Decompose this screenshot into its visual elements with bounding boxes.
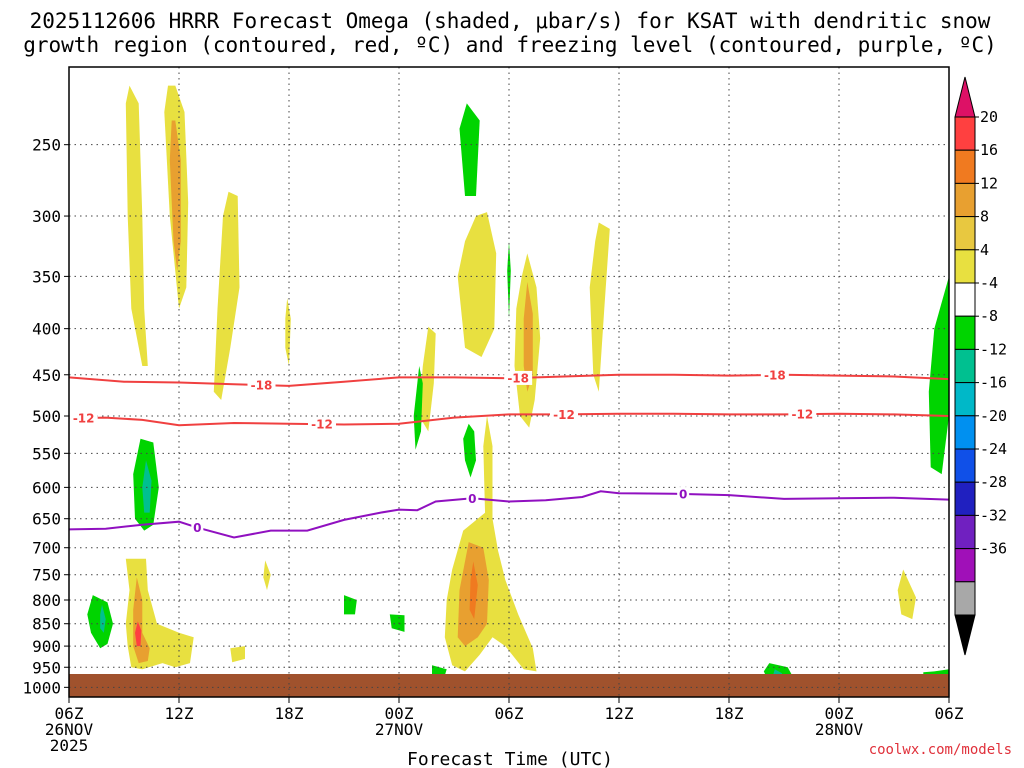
x-tick-label-6: 18Z [715, 704, 744, 723]
x-tick-label-4: 06Z [495, 704, 524, 723]
colorbar-label-10: -24 [980, 440, 1007, 458]
colorbar-box-13 [955, 515, 975, 548]
colorbar-label-7: -12 [980, 340, 1007, 358]
colorbar-box-4 [955, 217, 975, 250]
y-tick-label-700: 700 [32, 539, 61, 558]
colorbar-box-12 [955, 482, 975, 515]
colorbar-label-5: -4 [980, 274, 998, 292]
dgz-bottom-label-2: -12 [553, 408, 575, 422]
dgz-top-label-1: -18 [507, 371, 529, 385]
colorbar-box-10 [955, 416, 975, 449]
omega-time-height-chart: 2025112606 HRRR Forecast Omega (shaded, … [0, 0, 1024, 768]
colorbar-label-6: -8 [980, 307, 998, 325]
dgz-bottom-label-1: -12 [311, 418, 333, 432]
colorbar-box-8 [955, 349, 975, 382]
colorbar-box-2 [955, 150, 975, 183]
colorbar-label-1: 16 [980, 141, 998, 159]
x-tick-label-5: 12Z [605, 704, 634, 723]
x-tick-date-3: 27NOV [375, 720, 424, 739]
dgz-bottom-label-0: -12 [73, 412, 95, 426]
x-tick-label-1: 12Z [165, 704, 194, 723]
y-tick-label-450: 450 [32, 366, 61, 385]
freezing-level-label-0: 0 [193, 521, 201, 535]
y-axis-pressure-ticks: 250 300 350 400 450 500 550 600 650 700 750 800 850 9… [22, 136, 69, 698]
colorbar-label-11: -28 [980, 473, 1007, 491]
y-tick-label-550: 550 [32, 444, 61, 463]
x-axis-time-ticks: 06Z26NOV202512Z18Z00Z27NOV06Z12Z18Z00Z28… [45, 697, 964, 755]
ground-below-surface [69, 674, 949, 697]
colorbar-box-11 [955, 449, 975, 482]
y-tick-label-300: 300 [32, 207, 61, 226]
colorbar-label-3: 8 [980, 208, 989, 226]
y-tick-label-950: 950 [32, 658, 61, 677]
colorbar-label-8: -16 [980, 374, 1007, 392]
colorbar-box-15 [955, 582, 975, 615]
y-tick-label-250: 250 [32, 136, 61, 155]
colorbar-label-2: 12 [980, 174, 998, 192]
colorbar-box-3 [955, 183, 975, 216]
x-axis-title: Forecast Time (UTC) [407, 749, 613, 768]
credit-link[interactable]: coolwx.com/models [869, 742, 1012, 758]
dgz-top-label-0: -18 [251, 379, 273, 393]
colorbar-box-14 [955, 549, 975, 582]
y-tick-label-650: 650 [32, 510, 61, 529]
y-tick-label-900: 900 [32, 637, 61, 656]
y-tick-label-800: 800 [32, 591, 61, 610]
y-tick-label-600: 600 [32, 478, 61, 497]
ground-layer [69, 674, 949, 697]
colorbar-box-7 [955, 316, 975, 349]
colorbar-box-9 [955, 383, 975, 416]
colorbar-box-5 [955, 250, 975, 283]
colorbar-label-12: -32 [980, 506, 1007, 524]
y-tick-label-350: 350 [32, 267, 61, 286]
x-tick-year-0: 2025 [50, 736, 89, 755]
chart-title: 2025112606 HRRR Forecast Omega (shaded, … [23, 9, 997, 57]
freezing-level-label-1: 0 [468, 492, 476, 506]
colorbar-top-arrow [955, 77, 975, 117]
y-tick-label-750: 750 [32, 566, 61, 585]
x-tick-date-7: 28NOV [815, 720, 864, 739]
freezing-level-label-2: 0 [679, 488, 687, 502]
y-tick-label-850: 850 [32, 615, 61, 634]
chart-title-line-1: 2025112606 HRRR Forecast Omega (shaded, … [30, 9, 991, 33]
y-tick-label-400: 400 [32, 320, 61, 339]
omega-colorbar: 20 16 12 8 4 -4 -8 -12 -16 -20 -24 -28 -32 -36 [955, 77, 1007, 655]
dgz-bottom-label-3: -12 [791, 408, 813, 422]
x-tick-label-2: 18Z [275, 704, 304, 723]
colorbar-box-1 [955, 117, 975, 150]
y-tick-label-500: 500 [32, 407, 61, 426]
y-tick-label-1000: 1000 [22, 678, 61, 697]
dgz-top-label-2: -18 [764, 368, 786, 382]
colorbar-label-0: 20 [980, 108, 998, 126]
colorbar-bottom-arrow [955, 615, 975, 655]
colorbar-box-6 [955, 283, 975, 316]
colorbar-label-13: -36 [980, 540, 1007, 558]
colorbar-label-9: -20 [980, 407, 1007, 425]
chart-title-line-2: growth region (contoured, red, ºC) and f… [23, 33, 997, 57]
x-tick-label-8: 06Z [935, 704, 964, 723]
colorbar-label-4: 4 [980, 241, 989, 259]
